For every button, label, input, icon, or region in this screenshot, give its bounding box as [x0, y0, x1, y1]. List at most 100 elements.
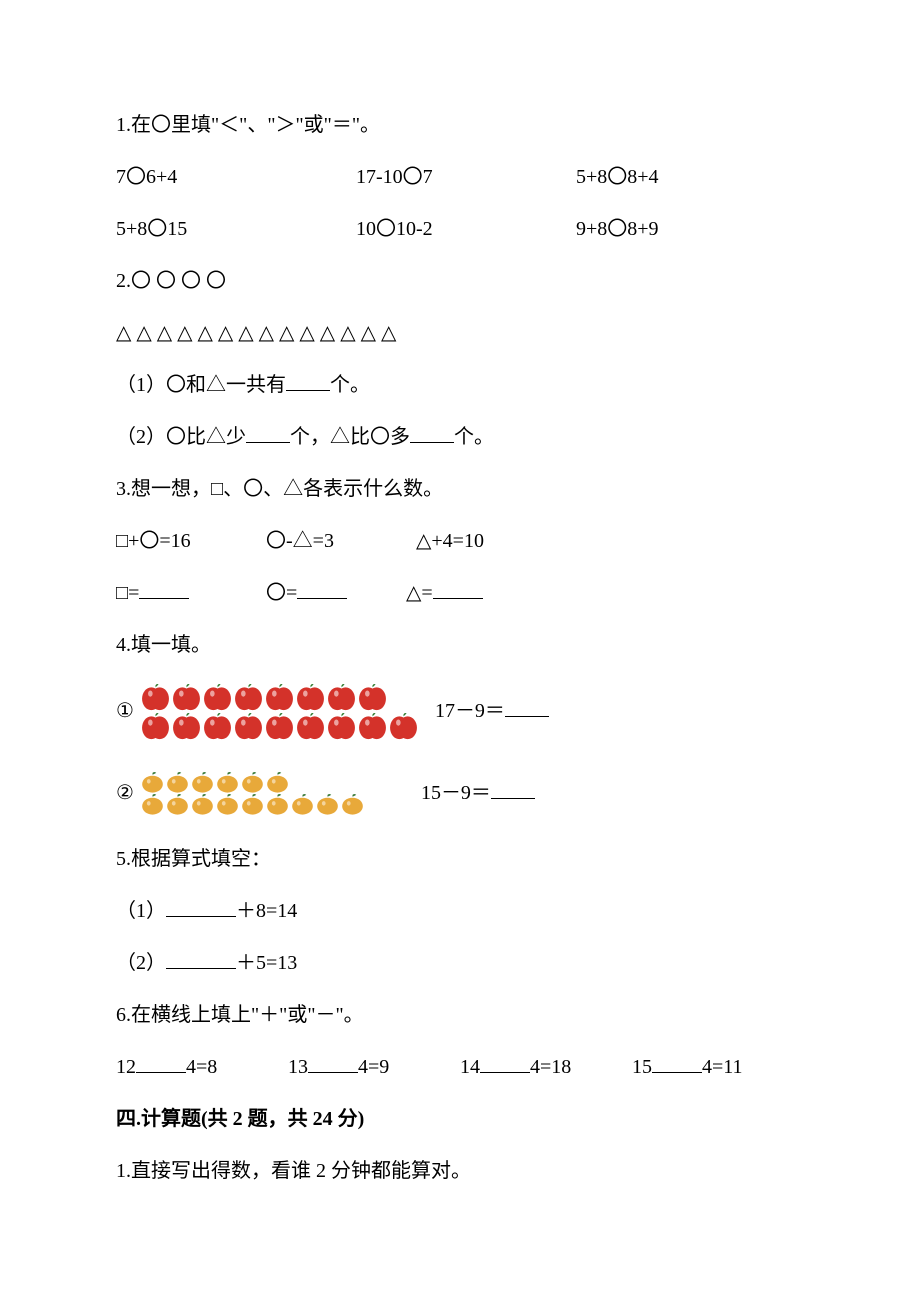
q2-sub1-a: （1）〇和△一共有 — [116, 374, 286, 396]
q2-prefix: 2. — [116, 270, 131, 292]
q6-item-b: 4=18 — [530, 1056, 571, 1078]
orange-icon — [290, 793, 315, 816]
apple-icon — [171, 682, 202, 711]
blank[interactable] — [139, 579, 189, 599]
apple-icon — [357, 711, 388, 740]
q5-sub1-b: ＋8=14 — [236, 900, 297, 922]
q4-item2-eq: 15－9＝ — [421, 778, 535, 808]
blank[interactable] — [166, 897, 236, 917]
blank[interactable] — [410, 423, 454, 443]
q6-item-b: 4=8 — [186, 1056, 217, 1078]
q3-eq-row: □+〇=16 〇-△=3 △+4=10 — [116, 526, 804, 556]
blank[interactable] — [308, 1053, 358, 1073]
apple-icon — [264, 711, 295, 740]
blank[interactable] — [491, 779, 535, 799]
blank[interactable] — [286, 371, 330, 391]
orange-icon — [165, 771, 190, 794]
q2-sub2-c: 个。 — [454, 426, 494, 448]
q1-prompt: 1.在〇里填"＜"、"＞"或"＝"。 — [116, 110, 804, 140]
q2-triangles: △ △ △ △ △ △ △ △ △ △ △ △ △ △ — [116, 318, 804, 348]
blank[interactable] — [297, 579, 347, 599]
apple-icon — [202, 711, 233, 740]
orange-icon — [240, 793, 265, 816]
q5-prompt: 5.根据算式填空： — [116, 844, 804, 874]
apple-icon — [326, 711, 357, 740]
q4-item2-eq-text: 15－9＝ — [421, 782, 491, 804]
q3-ans-a-label: □= — [116, 582, 139, 604]
q3-prompt: 3.想一想，□、〇、△各表示什么数。 — [116, 474, 804, 504]
orange-icon — [265, 793, 290, 816]
blank[interactable] — [136, 1053, 186, 1073]
blank[interactable] — [505, 697, 549, 717]
q1-r2-a: 5+8〇15 — [116, 214, 356, 244]
q2-sub2-a: （2）〇比△少 — [116, 426, 246, 448]
q1-r1-a: 7〇6+4 — [116, 162, 356, 192]
orange-icon — [215, 771, 240, 794]
orange-icon — [140, 793, 165, 816]
orange-icon — [190, 771, 215, 794]
section4-heading: 四.计算题(共 2 题，共 24 分) — [116, 1104, 804, 1134]
orange-icon — [190, 793, 215, 816]
q4-item2: ② 15－9＝ — [116, 771, 804, 816]
q6-item-a: 13 — [288, 1056, 308, 1078]
q5-sub1: （1） ＋8=14 — [116, 896, 804, 926]
q3-ans-b-label: 〇= — [266, 582, 297, 604]
q1-row2: 5+8〇15 10〇10-2 9+8〇8+9 — [116, 214, 804, 244]
q1-r1-c: 5+8〇8+4 — [576, 162, 659, 192]
q4-item2-pic — [140, 771, 365, 816]
orange-icon — [215, 793, 240, 816]
q6-prompt: 6.在横线上填上"＋"或"－"。 — [116, 1000, 804, 1030]
q2-sub2-b: 个，△比〇多 — [290, 426, 410, 448]
apple-icon — [202, 682, 233, 711]
q3-eq-c: △+4=10 — [416, 526, 484, 556]
q3-ans-c-label: △= — [406, 582, 433, 604]
apple-icon — [233, 682, 264, 711]
q2-sub2: （2）〇比△少 个，△比〇多 个。 — [116, 422, 804, 452]
apple-icon — [357, 682, 388, 711]
blank[interactable] — [166, 949, 236, 969]
blank[interactable] — [480, 1053, 530, 1073]
q3-ans-c: △= — [406, 578, 483, 608]
q4-item2-num: ② — [116, 778, 134, 808]
q5-sub1-a: （1） — [116, 900, 166, 922]
q6-item-b: 4=9 — [358, 1056, 389, 1078]
q6-item: 13 4=9 — [288, 1052, 460, 1082]
q3-eq-a: □+〇=16 — [116, 526, 266, 556]
section4-q1: 1.直接写出得数，看谁 2 分钟都能算对。 — [116, 1156, 804, 1186]
q4-prompt: 4.填一填。 — [116, 630, 804, 660]
q6-item-a: 15 — [632, 1056, 652, 1078]
apple-icon — [388, 711, 419, 740]
q4-item1-pic — [140, 682, 419, 741]
q6-item: 15 4=11 — [632, 1052, 804, 1082]
apple-icon — [140, 711, 171, 740]
q4-item1-eq-text: 17－9＝ — [435, 700, 505, 722]
q6-item-b: 4=11 — [702, 1056, 743, 1078]
q1-r2-b: 10〇10-2 — [356, 214, 576, 244]
q6-row: 12 4=8 13 4=9 14 4=18 15 4=11 — [116, 1052, 804, 1082]
q1-r1-b: 17-10〇7 — [356, 162, 576, 192]
orange-icon — [340, 793, 365, 816]
q6-item-a: 12 — [116, 1056, 136, 1078]
orange-icon — [315, 793, 340, 816]
q6-item: 12 4=8 — [116, 1052, 288, 1082]
q3-ans-b: 〇= — [266, 578, 406, 608]
q6-item: 14 4=18 — [460, 1052, 632, 1082]
q5-sub2-b: ＋5=13 — [236, 952, 297, 974]
blank[interactable] — [652, 1053, 702, 1073]
q5-sub2: （2） ＋5=13 — [116, 948, 804, 978]
orange-icon — [265, 771, 290, 794]
orange-icon — [240, 771, 265, 794]
blank[interactable] — [433, 579, 483, 599]
apple-icon — [326, 682, 357, 711]
q3-ans-a: □= — [116, 578, 266, 608]
q6-item-a: 14 — [460, 1056, 480, 1078]
q2-circles-line: 2.〇 〇 〇 〇 — [116, 266, 804, 296]
apple-icon — [295, 711, 326, 740]
orange-icon — [140, 771, 165, 794]
q4-item1-eq: 17－9＝ — [435, 696, 549, 726]
q2-sub1: （1）〇和△一共有个。 — [116, 370, 804, 400]
blank[interactable] — [246, 423, 290, 443]
q3-eq-b: 〇-△=3 — [266, 526, 416, 556]
apple-icon — [295, 682, 326, 711]
q5-sub2-a: （2） — [116, 952, 166, 974]
